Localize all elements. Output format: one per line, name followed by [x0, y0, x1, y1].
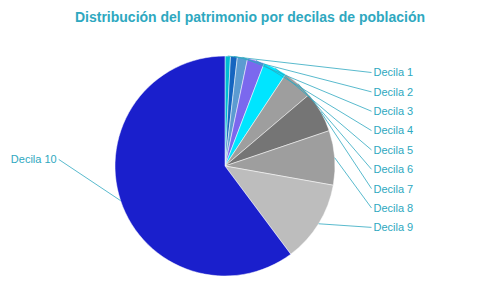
slice-label: Decila 4 — [374, 124, 414, 136]
leader-line — [321, 112, 372, 189]
leader-line — [243, 57, 372, 111]
slice-label: Decila 8 — [374, 202, 414, 214]
leader-line — [234, 56, 372, 91]
leader-line — [298, 84, 371, 170]
leader-line — [319, 224, 372, 228]
slice-label: Decila 6 — [374, 163, 414, 175]
leader-line — [256, 60, 371, 130]
slice-label: Decila 7 — [374, 183, 414, 195]
title: Distribución del patrimonio por decilas … — [75, 9, 425, 25]
leader-line — [59, 159, 121, 200]
pie-slice — [115, 56, 291, 276]
slice-label: Decila 5 — [374, 144, 414, 156]
slice-label: Decila 9 — [374, 221, 414, 233]
slice-label: Decila 2 — [374, 86, 414, 98]
slice-label: Decila 1 — [374, 66, 414, 78]
pie — [115, 56, 335, 276]
slice-label: Decila 3 — [374, 105, 414, 117]
slice-label: Decila 10 — [11, 153, 57, 165]
leader-line — [275, 68, 371, 150]
labels: Decila 1 Decila 2 Decila 3 Decila 4 Decila 5… — [11, 56, 413, 233]
leader-line — [335, 158, 372, 208]
leader-line — [228, 56, 372, 72]
chart-svg: Distribución del patrimonio por decilas … — [0, 0, 500, 300]
